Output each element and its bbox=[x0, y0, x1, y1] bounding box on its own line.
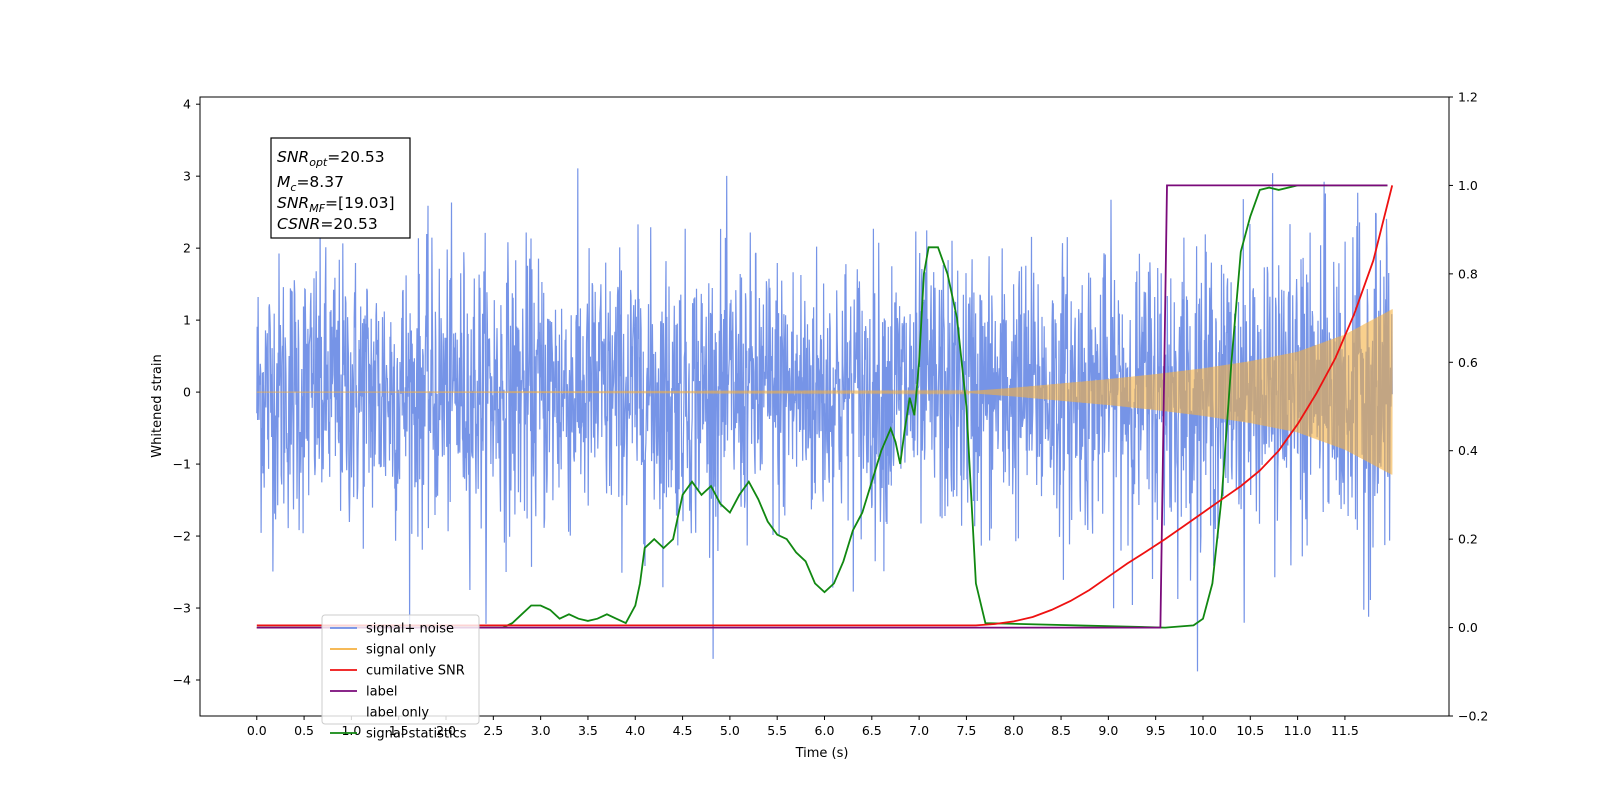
mc-subscript: c bbox=[290, 181, 296, 194]
snr-opt-symbol: SNR bbox=[277, 148, 309, 166]
x-tick-label: 7.5 bbox=[956, 723, 976, 738]
x-tick-label: 0.0 bbox=[247, 723, 267, 738]
snr-mf-subscript: MF bbox=[309, 202, 325, 215]
csnr-symbol: CSNR bbox=[277, 215, 320, 233]
annotation-box: SNRopt=20.53 Mc=8.37 SNRMF=[19.03] CSNR=… bbox=[270, 137, 411, 239]
y2-tick-label: 1.0 bbox=[1458, 178, 1478, 193]
x-tick-label: 6.0 bbox=[815, 723, 835, 738]
svg-text:CSNR=20.53: CSNR=20.53 bbox=[277, 215, 378, 233]
y-axis-label: Whitened strain bbox=[150, 354, 165, 457]
legend-label: label only bbox=[366, 706, 429, 721]
y-tick-label: 3 bbox=[183, 169, 191, 184]
y-axis-left: 4 3 2 1 0 −1 −2 −3 −4 bbox=[173, 97, 200, 688]
x-tick-label: 8.5 bbox=[1051, 723, 1071, 738]
svg-text:Mc=8.37: Mc=8.37 bbox=[277, 173, 344, 194]
x-tick-label: 0.5 bbox=[294, 723, 314, 738]
signal-noise-series bbox=[256, 168, 1393, 672]
x-tick-label: 9.0 bbox=[1098, 723, 1118, 738]
signal-noise-line bbox=[256, 168, 1393, 672]
snr-mf-symbol: SNR bbox=[277, 194, 309, 212]
x-tick-label: 5.0 bbox=[720, 723, 740, 738]
mc-value: =8.37 bbox=[296, 173, 344, 191]
x-axis: 0.0 0.5 1.0 1.5 2.0 2.5 3.0 3.5 4.0 4.5 5.0 5.5 6.0 6… bbox=[247, 716, 1359, 738]
y2-tick-label: 0.6 bbox=[1458, 355, 1478, 370]
y2-tick-label: −0.2 bbox=[1458, 709, 1488, 724]
y2-tick-label: 0.4 bbox=[1458, 443, 1478, 458]
y2-tick-label: 1.2 bbox=[1458, 90, 1478, 105]
x-tick-label: 6.5 bbox=[862, 723, 882, 738]
x-tick-label: 4.5 bbox=[673, 723, 693, 738]
svg-text:SNRopt=20.53: SNRopt=20.53 bbox=[277, 148, 385, 169]
legend-label: label bbox=[366, 685, 397, 700]
x-axis-label: Time (s) bbox=[795, 746, 849, 761]
y-tick-label: 1 bbox=[183, 313, 191, 328]
x-tick-label: 3.5 bbox=[578, 723, 598, 738]
legend-label: signal statistics bbox=[366, 727, 467, 742]
csnr-value: =20.53 bbox=[320, 215, 377, 233]
legend: signal+ noise signal only cumilative SNR la… bbox=[321, 614, 480, 742]
x-tick-label: 11.5 bbox=[1331, 723, 1359, 738]
x-tick-label: 1.5 bbox=[389, 723, 409, 738]
signal-statistics-line bbox=[256, 184, 1388, 629]
legend-label: signal only bbox=[366, 643, 436, 658]
x-tick-label: 4.0 bbox=[625, 723, 645, 738]
y-tick-label: −3 bbox=[173, 601, 191, 616]
label-series bbox=[256, 184, 1388, 629]
legend-label: cumilative SNR bbox=[366, 664, 465, 679]
x-tick-label: 7.0 bbox=[909, 723, 929, 738]
signal-only-line bbox=[256, 309, 1393, 475]
x-tick-label: 9.5 bbox=[1146, 723, 1166, 738]
y-tick-label: −2 bbox=[173, 529, 191, 544]
mc-symbol: M bbox=[277, 173, 290, 191]
x-tick-label: 2.5 bbox=[483, 723, 503, 738]
x-tick-label: 2.0 bbox=[436, 723, 456, 738]
label-line bbox=[256, 184, 1388, 629]
cumulative-snr-series bbox=[256, 185, 1394, 627]
snr-mf-value: =[19.03] bbox=[325, 194, 394, 212]
snr-opt-value: =20.53 bbox=[327, 148, 384, 166]
y-tick-label: 2 bbox=[183, 241, 191, 256]
signal-statistics-series bbox=[256, 184, 1388, 629]
legend-label: signal+ noise bbox=[366, 622, 454, 637]
y-tick-label: −1 bbox=[173, 457, 191, 472]
y2-tick-label: 0.0 bbox=[1458, 620, 1478, 635]
x-tick-label: 3.0 bbox=[531, 723, 551, 738]
x-tick-label: 1.0 bbox=[341, 723, 361, 738]
y-tick-label: 0 bbox=[183, 385, 191, 400]
snr-opt-subscript: opt bbox=[309, 156, 328, 169]
x-tick-label: 11.0 bbox=[1284, 723, 1312, 738]
x-tick-label: 10.5 bbox=[1236, 723, 1264, 738]
x-tick-label: 10.0 bbox=[1189, 723, 1217, 738]
y-axis-right: 1.2 1.0 0.8 0.6 0.4 0.2 0.0 −0.2 bbox=[1449, 90, 1488, 724]
cumulative-snr-line bbox=[256, 185, 1394, 627]
svg-text:SNRMF=[19.03]: SNRMF=[19.03] bbox=[277, 194, 395, 215]
y2-tick-label: 0.2 bbox=[1458, 532, 1478, 547]
x-tick-label: 8.0 bbox=[1004, 723, 1024, 738]
signal-only-series bbox=[256, 309, 1393, 475]
y-tick-label: 4 bbox=[183, 97, 191, 112]
y-tick-label: −4 bbox=[173, 673, 191, 688]
x-tick-label: 5.5 bbox=[767, 723, 787, 738]
y2-tick-label: 0.8 bbox=[1458, 266, 1478, 281]
